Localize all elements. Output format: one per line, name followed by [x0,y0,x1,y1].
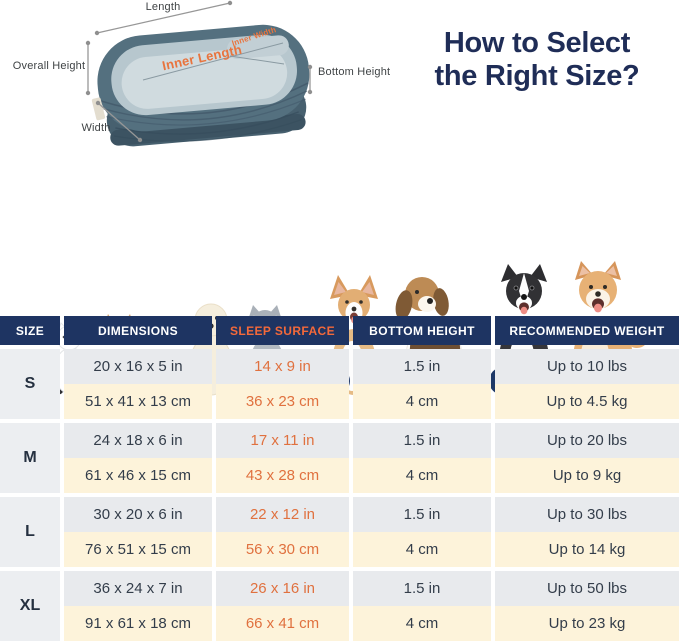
bottom-height-label: Bottom Height [318,66,391,78]
width-label: Width [81,122,111,134]
table-cell: Up to 50 lbs [495,571,679,606]
table-cell: Up to 9 kg [495,458,679,493]
table-cell: 61 x 46 x 15 cm [64,458,212,493]
col-header-bottom-height: BOTTOM HEIGHT [353,316,491,345]
table-cell: 4 cm [353,606,491,641]
table-cell: 1.5 in [353,497,491,532]
table-group-xl: XL 36 x 24 x 7 in 26 x 16 in 1.5 in Up t… [0,571,679,641]
table-cell: 4 cm [353,458,491,493]
table-cell: Up to 30 lbs [495,497,679,532]
size-cell-s: S [0,349,60,419]
table-cell: Up to 10 lbs [495,349,679,384]
measurement-arrows [87,2,311,141]
table-group-s: S 20 x 16 x 5 in 14 x 9 in 1.5 in Up to … [0,349,679,419]
table-cell: 24 x 18 x 6 in [64,423,212,458]
table-cell: 36 x 24 x 7 in [64,571,212,606]
pet-size-strip: S M L XL [0,128,679,404]
size-cell-l: L [0,497,60,567]
arrow-end-dots [85,0,313,143]
table-cell: 4 cm [353,532,491,567]
table-group-l: L 30 x 20 x 6 in 22 x 12 in 1.5 in Up to… [0,497,679,567]
table-cell: 66 x 41 cm [216,606,349,641]
overall-height-label: Overall Height [12,60,86,72]
page-title-line2: the Right Size? [434,60,640,93]
table-cell: 1.5 in [353,349,491,384]
table-cell: Up to 4.5 kg [495,384,679,419]
table-header-row: SIZE DIMENSIONS SLEEP SURFACE BOTTOM HEI… [0,316,679,345]
table-cell: 4 cm [353,384,491,419]
table-cell: 26 x 16 in [216,571,349,606]
bed-illustration [85,0,313,147]
table-cell: Up to 14 kg [495,532,679,567]
page-title: How to Select the Right Size? [396,27,678,93]
table-cell: 30 x 20 x 6 in [64,497,212,532]
table-cell: 56 x 30 cm [216,532,349,567]
length-label: Length [145,1,181,13]
table-cell: 17 x 11 in [216,423,349,458]
table-cell: 1.5 in [353,571,491,606]
table-cell: Up to 23 kg [495,606,679,641]
col-header-dimensions: DIMENSIONS [64,316,212,345]
table-cell: 76 x 51 x 15 cm [64,532,212,567]
col-header-recommended-weight: RECOMMENDED WEIGHT [495,316,679,345]
size-cell-xl: XL [0,571,60,641]
table-cell: 91 x 61 x 18 cm [64,606,212,641]
bed-diagram: Length Overall Height Width Bottom Heigh… [0,0,395,160]
size-cell-m: M [0,423,60,493]
col-header-sleep-surface: SLEEP SURFACE [216,316,349,345]
table-cell: 51 x 41 x 13 cm [64,384,212,419]
table-cell: 14 x 9 in [216,349,349,384]
table-cell: 43 x 28 cm [216,458,349,493]
col-header-size: SIZE [0,316,60,345]
table-cell: 36 x 23 cm [216,384,349,419]
table-cell: 20 x 16 x 5 in [64,349,212,384]
bed-tag [91,97,106,121]
page-title-line1: How to Select [443,27,631,60]
table-cell: 1.5 in [353,423,491,458]
table-cell: Up to 20 lbs [495,423,679,458]
table-cell: 22 x 12 in [216,497,349,532]
table-group-m: M 24 x 18 x 6 in 17 x 11 in 1.5 in Up to… [0,423,679,493]
size-table: SIZE DIMENSIONS SLEEP SURFACE BOTTOM HEI… [0,316,679,641]
